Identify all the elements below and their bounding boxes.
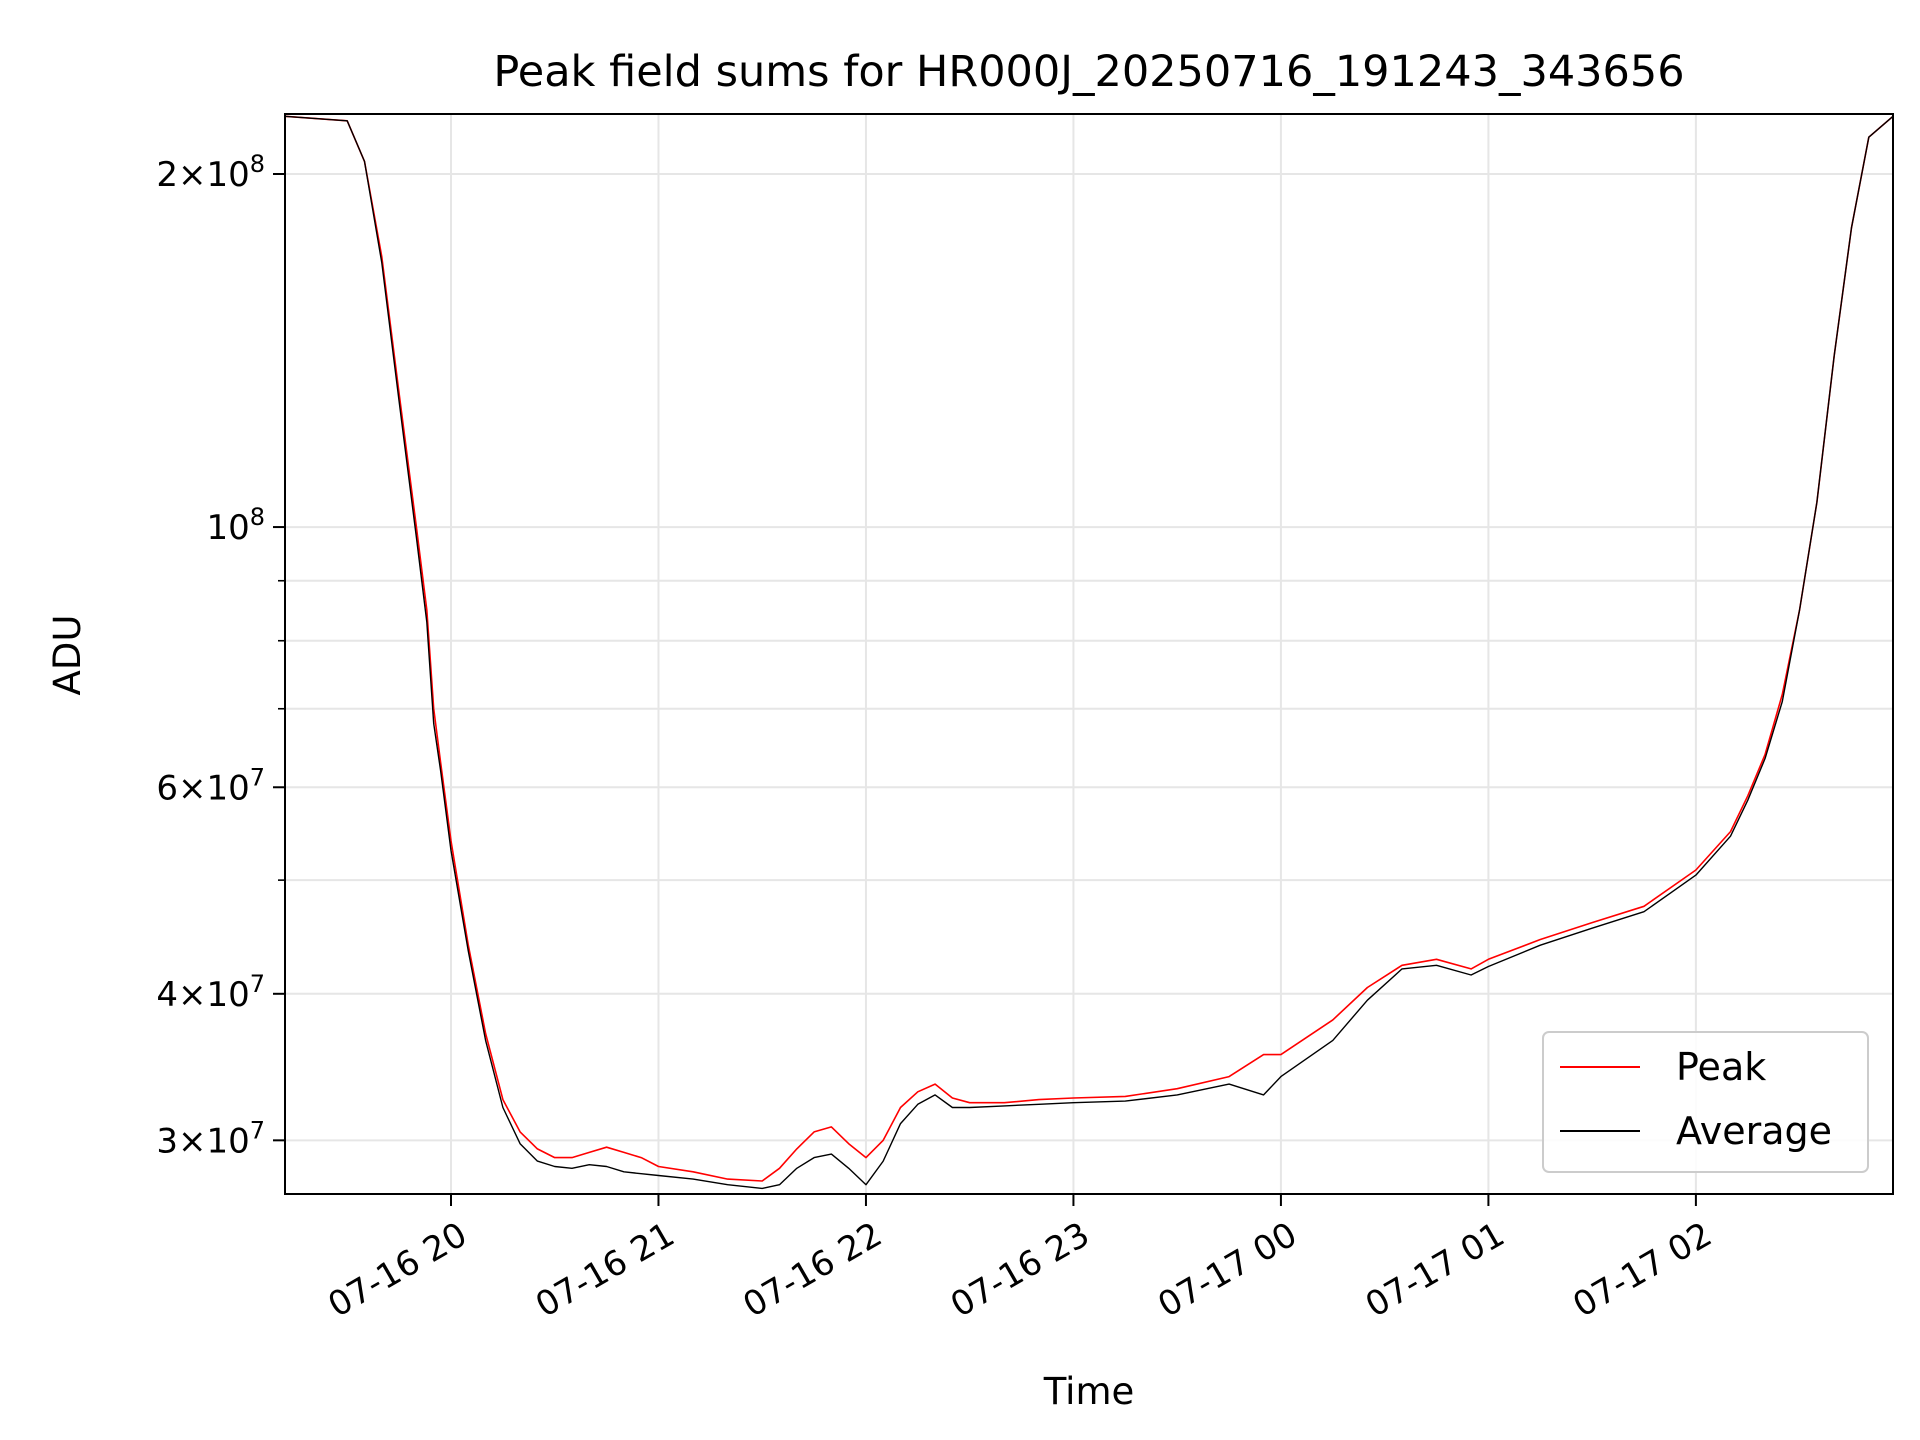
legend-label-average: Average xyxy=(1676,1109,1832,1153)
y-tick-times-sign: × xyxy=(178,975,207,1015)
y-tick-mantissa: 6 xyxy=(156,768,178,808)
y-tick-base: 10 xyxy=(206,1121,249,1161)
y-tick-times-sign: × xyxy=(178,1121,207,1161)
y-tick-label: 6×107 xyxy=(156,763,265,808)
y-tick-label: 3×107 xyxy=(156,1116,265,1161)
y-tick-exponent: 7 xyxy=(250,763,265,791)
y-tick-exponent: 8 xyxy=(250,150,265,178)
y-tick-exponent: 7 xyxy=(250,1116,265,1144)
y-tick-mantissa: 2 xyxy=(156,155,178,195)
y-tick-exponent: 7 xyxy=(250,970,265,998)
grid xyxy=(285,114,1893,1194)
y-tick-mantissa: 4 xyxy=(156,975,178,1015)
series-line-average xyxy=(284,115,1894,1190)
y-tick-label: 2×108 xyxy=(156,150,265,195)
y-tick-base: 10 xyxy=(206,508,249,548)
y-axis-label: ADU xyxy=(46,615,89,696)
y-tick-base: 10 xyxy=(206,768,249,808)
y-tick-label: 108 xyxy=(206,503,265,548)
y-tick-mantissa: 3 xyxy=(156,1121,178,1161)
chart-title: Peak field sums for HR000J_20250716_1912… xyxy=(493,47,1684,97)
plot-area-frame xyxy=(284,113,1894,1195)
series-lines xyxy=(284,115,1894,1190)
y-tick-base: 10 xyxy=(206,975,249,1015)
series-line-peak xyxy=(284,115,1894,1182)
x-axis-label: Time xyxy=(1043,1370,1135,1413)
y-tick-label: 4×107 xyxy=(156,970,265,1015)
legend-label-peak: Peak xyxy=(1676,1045,1766,1089)
y-tick-times-sign: × xyxy=(178,768,207,808)
y-tick-exponent: 8 xyxy=(250,503,265,531)
y-tick-times-sign: × xyxy=(178,155,207,195)
y-tick-base: 10 xyxy=(206,155,249,195)
legend: Peak Average xyxy=(1542,1031,1869,1173)
